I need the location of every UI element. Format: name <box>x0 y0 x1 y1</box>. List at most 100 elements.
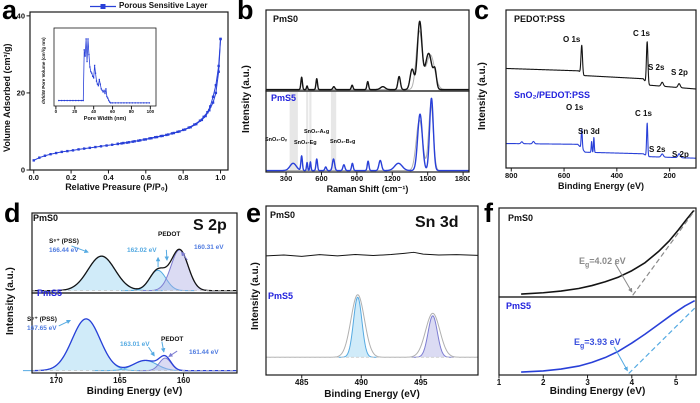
a-inset-x-label: Pore Width (nm) <box>83 116 127 122</box>
f-eg-top-label: Eg=4.02 eV <box>579 256 626 269</box>
a-legend: Porous Sensitive Layer <box>90 1 208 11</box>
c-peak-label-s2s-top: S 2s <box>648 63 665 72</box>
svg-text:900: 900 <box>351 174 364 183</box>
c-peak-label-c1s-bottom: C 1s <box>635 109 652 118</box>
svg-text:300: 300 <box>280 174 293 183</box>
b-y-axis-label: Intensity (a.u.) <box>241 65 252 133</box>
svg-text:0.4: 0.4 <box>103 173 114 182</box>
d-bottom-right-ev: 161.44 eV <box>189 349 219 356</box>
panel-c: 800 600 400 200 c Intensity (a.u.) Binding … <box>470 0 700 196</box>
svg-text:20: 20 <box>17 89 25 98</box>
svg-text:1.0: 1.0 <box>215 173 225 182</box>
c-x-axis-label: Binding Energy (eV) <box>557 181 644 191</box>
svg-text:495: 495 <box>414 378 428 387</box>
legend-line-marker-icon <box>90 4 116 9</box>
panel-letter-c: c <box>474 0 490 25</box>
svg-text:0.8: 0.8 <box>178 173 188 182</box>
svg-text:0.6: 0.6 <box>141 173 151 182</box>
svg-text:490: 490 <box>355 378 369 387</box>
c-pedotpss-label: PEDOT:PSS <box>514 14 566 24</box>
a-inset-y-label: dV/dW Pore Volume (cm³/g nm) <box>41 37 46 104</box>
c-peak-label-o1s-top: O 1s <box>563 35 581 44</box>
panel-letter-f: f <box>484 198 493 228</box>
d-y-axis-label: Intensity (a.u.) <box>5 267 16 335</box>
e-title: Sn 3d <box>415 214 459 231</box>
svg-text:170: 170 <box>50 376 64 385</box>
d-top-pedot-label: PEDOT <box>158 231 181 238</box>
f-eg-bottom-label: Eg=3.93 eV <box>574 337 621 350</box>
nitrogen-isotherm-chart: 0.0 0.2 0.4 0.6 0.8 1.0 0 20 40 <box>17 11 229 182</box>
raman-spectra-chart: 300 600 900 1200 1500 1800 <box>265 9 470 183</box>
e-x-axis-label: Binding Energy (eV) <box>324 389 420 400</box>
d-top-pss-label: S⁶⁺ (PSS) <box>49 238 79 245</box>
svg-text:600: 600 <box>315 174 328 183</box>
svg-text:1500: 1500 <box>419 174 436 183</box>
c-peak-label-s2p-top: S 2p <box>671 68 688 77</box>
svg-text:600: 600 <box>558 171 571 180</box>
d-pms5-label: PmS5 <box>37 288 63 298</box>
d-bottom-pss-ev: 167.65 eV <box>27 325 57 332</box>
svg-text:0.0: 0.0 <box>29 173 39 182</box>
c-y-axis-label: Intensity (a.u.) <box>477 62 488 130</box>
svg-text:1200: 1200 <box>384 174 401 183</box>
panel-d: 170 165 160 d Intensity (a.u.) Binding Ene… <box>0 180 245 403</box>
panel-letter-d: d <box>4 198 21 228</box>
svg-text:4: 4 <box>630 378 635 387</box>
d-top-pss-ev: 166.44 eV <box>49 247 79 254</box>
svg-text:100: 100 <box>147 109 155 114</box>
sn3d-xps-chart: 485 490 495 <box>265 205 479 387</box>
d-title: S 2p <box>193 217 227 234</box>
panel-f: 1 2 3 4 5 f Binding Energy (eV) PmS0 PmS5 Eg… <box>480 180 700 403</box>
panel-letter-a: a <box>2 0 18 25</box>
panel-a: 0.0 0.2 0.4 0.6 0.8 1.0 0 20 40 a Volume Adsorbe… <box>0 0 233 196</box>
panel-letter-b: b <box>237 0 254 25</box>
f-pms0-label: PmS0 <box>508 213 534 223</box>
svg-text:165: 165 <box>113 376 127 385</box>
svg-text:40: 40 <box>91 109 97 114</box>
d-pms0-label: PmS0 <box>33 213 59 223</box>
svg-text:485: 485 <box>295 378 309 387</box>
bandgap-chart: 1 2 3 4 5 <box>497 207 697 387</box>
e-pms5-label: PmS5 <box>268 291 294 301</box>
pore-size-inset-chart: 0 20 40 60 80 100 <box>38 22 164 134</box>
svg-text:200: 200 <box>663 171 676 180</box>
svg-text:400: 400 <box>611 171 624 180</box>
f-pms5-label: PmS5 <box>506 301 532 311</box>
d-top-mid-ev: 162.02 eV <box>127 247 157 254</box>
b-annotation-sno2-ov: SnO₂-Oᵥ <box>265 137 287 143</box>
svg-text:0.2: 0.2 <box>66 173 76 182</box>
f-x-axis-label: Binding Energy (eV) <box>549 386 646 397</box>
a-x-axis-label: Relative Preasure (P/P₀) <box>65 182 168 192</box>
e-y-axis-label-text: Intensity (a.u.) <box>250 262 261 330</box>
svg-text:3: 3 <box>585 378 590 387</box>
c-peak-label-o1s-bottom: O 1s <box>566 103 584 112</box>
d-top-right-ev: 160.31 eV <box>194 244 224 251</box>
svg-text:60: 60 <box>110 109 116 114</box>
b-annotation-sno2-eg: SnO₂-Eg <box>294 140 317 146</box>
a-legend-label: Porous Sensitive Layer <box>119 1 208 11</box>
b-pms5-label: PmS5 <box>271 93 297 103</box>
svg-text:0: 0 <box>55 109 58 114</box>
d-x-axis-label: Binding Energy (eV) <box>86 386 183 397</box>
c-sno2-pedotpss-label: SnO₂/PEDOT:PSS <box>514 90 591 100</box>
e-pms0-label: PmS0 <box>270 210 296 220</box>
svg-text:800: 800 <box>505 171 518 180</box>
d-bottom-pedot-label: PEDOT <box>161 336 184 343</box>
svg-text:20: 20 <box>72 109 78 114</box>
xps-survey-chart: 800 600 400 200 <box>505 9 697 180</box>
c-peak-label-c1s-top: C 1s <box>633 29 650 38</box>
panel-e: 485 490 495 e Intensity (a.u.) Binding Ene… <box>245 180 480 403</box>
svg-text:40: 40 <box>17 11 25 20</box>
b-pms0-label: PmS0 <box>273 14 299 24</box>
d-bottom-pss-label: S⁶⁺ (PSS) <box>27 316 57 323</box>
s2p-xps-chart: 170 165 160 <box>22 212 238 385</box>
svg-text:1800: 1800 <box>455 174 470 183</box>
b-annotation-sno2-b2g: SnO₂-B₂g <box>330 139 356 145</box>
d-bottom-mid-ev: 163.01 eV <box>120 341 150 348</box>
panel-letter-e: e <box>246 198 262 228</box>
c-peak-label-s2s-bottom: S 2s <box>649 145 666 154</box>
b-annotation-sno2-a1g: SnO₂-A₁g <box>304 129 330 135</box>
svg-text:5: 5 <box>674 378 679 387</box>
svg-text:80: 80 <box>129 109 135 114</box>
